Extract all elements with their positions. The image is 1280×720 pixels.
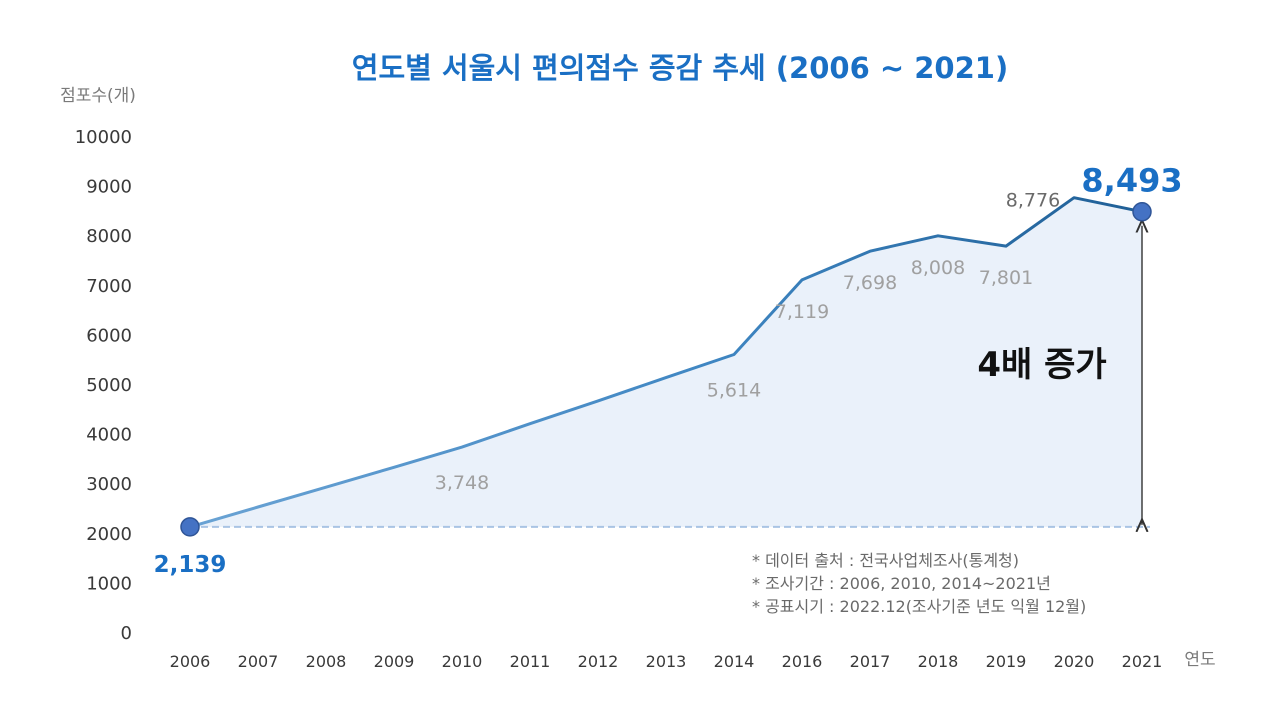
x-tick-label: 2008 bbox=[306, 652, 347, 671]
data-label: 8,008 bbox=[911, 257, 965, 279]
x-tick-label: 2021 bbox=[1122, 652, 1163, 671]
x-tick-label: 2006 bbox=[170, 652, 211, 671]
data-label: 7,698 bbox=[843, 272, 897, 294]
y-tick-label: 7000 bbox=[86, 276, 132, 297]
data-label: 5,614 bbox=[707, 380, 761, 402]
series-line bbox=[189, 196, 1143, 529]
x-tick-label: 2009 bbox=[374, 652, 415, 671]
y-tick-label: 9000 bbox=[86, 177, 132, 198]
x-tick-label: 2017 bbox=[850, 652, 891, 671]
growth-annotation: 4배 증가 bbox=[977, 345, 1106, 385]
data-label: 7,119 bbox=[775, 301, 829, 323]
y-axis-ticks: 0 1000 2000 3000 4000 5000 6000 7000 8000 9000 100… bbox=[75, 127, 132, 644]
y-tick-label: 4000 bbox=[86, 425, 132, 446]
y-tick-label: 3000 bbox=[86, 474, 132, 495]
x-tick-label: 2007 bbox=[238, 652, 279, 671]
x-tick-label: 2012 bbox=[578, 652, 619, 671]
y-tick-label: 1000 bbox=[86, 573, 132, 594]
y-tick-label: 2000 bbox=[86, 524, 132, 545]
data-label: 3,748 bbox=[435, 472, 489, 494]
x-tick-label: 2020 bbox=[1054, 652, 1095, 671]
chart-title: 연도별 서울시 편의점수 증감 추세 (2006 ~ 2021) bbox=[352, 51, 1008, 85]
note-period: * 조사기간 : 2006, 2010, 2014~2021년 bbox=[752, 574, 1051, 593]
y-tick-label: 8000 bbox=[86, 226, 132, 247]
x-tick-label: 2013 bbox=[646, 652, 687, 671]
note-source: * 데이터 출처 : 전국사업체조사(통계청) bbox=[752, 551, 1019, 570]
note-publish: * 공표시기 : 2022.12(조사기준 년도 익월 12월) bbox=[752, 597, 1086, 616]
start-point-marker bbox=[180, 517, 200, 537]
x-axis-label: 연도 bbox=[1184, 650, 1215, 670]
data-label: 8,493 bbox=[1081, 162, 1182, 200]
y-tick-label: 5000 bbox=[86, 375, 132, 396]
data-label: 2,139 bbox=[154, 552, 227, 578]
data-labels: 2,139 3,748 5,614 7,119 7,698 8,008 7,801 8,776… bbox=[154, 162, 1183, 578]
x-tick-label: 2018 bbox=[918, 652, 959, 671]
end-point-marker bbox=[1132, 201, 1152, 222]
x-tick-label: 2014 bbox=[714, 652, 755, 671]
y-tick-label: 0 bbox=[121, 623, 132, 644]
x-tick-label: 2016 bbox=[782, 652, 823, 671]
y-tick-label: 10000 bbox=[75, 127, 132, 148]
y-axis-label: 점포수(개) bbox=[60, 86, 136, 106]
x-tick-label: 2019 bbox=[986, 652, 1027, 671]
data-label: 7,801 bbox=[979, 267, 1033, 289]
area-fill bbox=[190, 197, 1142, 527]
x-tick-label: 2011 bbox=[510, 652, 551, 671]
y-tick-label: 6000 bbox=[86, 325, 132, 346]
x-axis-ticks: 2006 2007 2008 2009 2010 2011 2012 2013 2014 2016… bbox=[170, 652, 1163, 671]
x-tick-label: 2010 bbox=[442, 652, 483, 671]
data-label: 8,776 bbox=[1006, 190, 1060, 212]
